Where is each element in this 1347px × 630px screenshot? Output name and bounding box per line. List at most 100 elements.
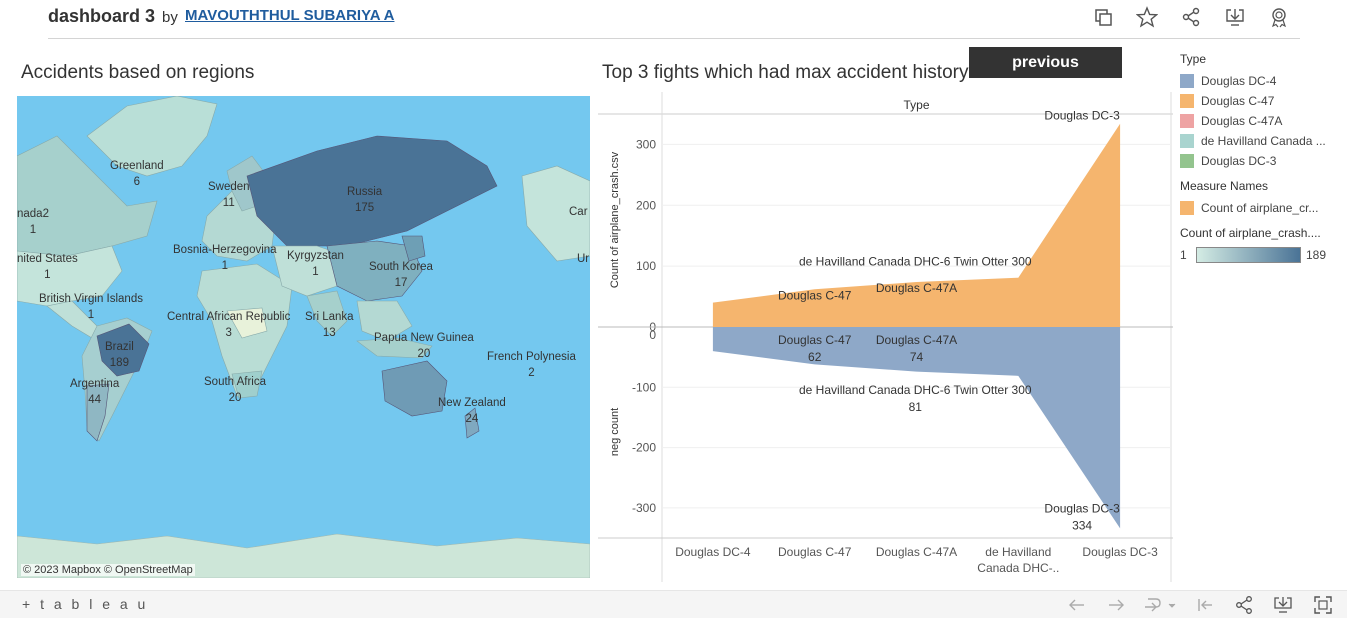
legend-swatch	[1180, 94, 1194, 108]
legend-label: de Havilland Canada ...	[1201, 134, 1326, 148]
area-series-bottom	[712, 327, 1121, 529]
y-tick-label: -300	[632, 501, 656, 515]
legend-swatch	[1180, 134, 1194, 148]
area-label: Douglas DC-3	[1044, 109, 1120, 123]
map-label: South Africa 20	[204, 376, 267, 404]
map-label: Kyrgyzstan 1	[287, 250, 344, 278]
map-label: nada2 1	[17, 208, 49, 236]
type-legend-item[interactable]: Douglas DC-3	[1180, 151, 1340, 171]
map-title: Accidents based on regions	[21, 62, 255, 83]
legend-swatch	[1180, 201, 1194, 215]
y-tick-label: 300	[636, 137, 656, 151]
map-label: Car	[569, 206, 588, 218]
copy-icon[interactable]	[1092, 6, 1114, 28]
legend-label: Count of airplane_cr...	[1201, 201, 1319, 215]
map-canvas	[17, 96, 590, 578]
measure-legend-item[interactable]: Count of airplane_cr...	[1180, 198, 1340, 218]
y-tick-label: -100	[632, 380, 656, 394]
measure-legend: Count of airplane_cr...	[1180, 198, 1340, 218]
area-value-label: 334	[1072, 518, 1092, 532]
footer-toolbar: + t a b l e a u	[0, 590, 1347, 618]
x-tick-label: Douglas C-47	[778, 545, 852, 559]
y-axis-title-bottom: neg count	[609, 408, 621, 456]
area-value-label: 81	[909, 400, 923, 414]
header-divider	[48, 38, 1300, 39]
area-label: de Havilland Canada DHC-6 Twin Otter 300	[799, 255, 1032, 269]
map-label: South Korea 17	[369, 261, 433, 289]
legend-swatch	[1180, 114, 1194, 128]
legend-label: Douglas DC-3	[1201, 154, 1277, 168]
area-chart: Type 0 100 200 300 0 -100 -200 -300 Count of airp…	[598, 92, 1173, 582]
map-label: Argentina 44	[70, 378, 120, 406]
star-icon[interactable]	[1135, 6, 1159, 28]
measure-legend-title: Measure Names	[1180, 179, 1269, 193]
footer-share-icon[interactable]	[1234, 595, 1254, 615]
map-label: Papua New Guinea 20	[374, 332, 474, 360]
map-label: Bosnia-Herzegovina 1	[173, 244, 277, 272]
area-label: Douglas DC-3	[1044, 501, 1120, 515]
dashboard-title: dashboard 3	[48, 6, 156, 26]
map-label: New Zealand 24	[438, 397, 506, 425]
map-label: Russia 175	[347, 186, 383, 214]
map-label: British Virgin Islands 1	[39, 293, 143, 321]
reset-icon[interactable]	[1195, 595, 1215, 615]
area-label: Douglas C-47	[778, 333, 852, 347]
author-link[interactable]: MAVOUTHTHUL SUBARIYA A	[185, 7, 395, 24]
share-icon[interactable]	[1180, 6, 1202, 28]
type-legend-item[interactable]: de Havilland Canada ...	[1180, 131, 1340, 151]
redo-icon[interactable]	[1106, 595, 1126, 615]
chart-title: Top 3 fights which had max accident hist…	[602, 62, 969, 83]
download-icon[interactable]	[1224, 6, 1246, 28]
type-legend: Douglas DC-4 Douglas C-47 Douglas C-47A de …	[1180, 71, 1340, 171]
column-header: Type	[903, 98, 929, 112]
map-label: Central African Republic 3	[167, 311, 291, 339]
map-credit: © 2023 Mapbox © OpenStreetMap	[21, 564, 195, 576]
x-tick-label: Douglas DC-3	[1082, 545, 1158, 559]
x-tick-label: Douglas C-47A	[876, 545, 957, 559]
x-tick-label: Canada DHC-..	[977, 561, 1059, 575]
footer-download-icon[interactable]	[1273, 595, 1293, 615]
x-tick-label: Douglas DC-4	[675, 545, 751, 559]
y-tick-label: 0	[649, 328, 656, 342]
type-legend-title: Type	[1180, 52, 1207, 66]
legend-label: Douglas DC-4	[1201, 74, 1277, 88]
map-label: Ur	[577, 253, 590, 265]
y-axis-title-top: Count of airplane_crash.csv	[609, 151, 621, 288]
area-label: Douglas C-47A	[876, 333, 957, 347]
map-label: Sweden 11	[208, 181, 250, 209]
x-tick-label: de Havilland	[985, 545, 1051, 559]
area-label: Douglas C-47	[778, 288, 852, 302]
map-label: Sri Lanka 13	[305, 311, 354, 339]
by-text: by	[162, 9, 178, 26]
map-label: nited States 1	[17, 253, 78, 281]
gradient-legend-title: Count of airplane_crash....	[1180, 226, 1321, 240]
area-series-top	[712, 123, 1121, 327]
fullscreen-icon[interactable]	[1313, 595, 1333, 615]
previous-button[interactable]: previous	[969, 47, 1122, 78]
area-label: de Havilland Canada DHC-6 Twin Otter 300	[799, 383, 1032, 397]
tableau-logo: + t a b l e a u	[22, 596, 149, 612]
region-map[interactable]: Greenland 6 Sweden 11 Russia 175 nada2 1 Car Bosn…	[17, 96, 590, 578]
area-value-label: 74	[910, 350, 924, 364]
undo-icon[interactable]	[1067, 595, 1087, 615]
legend-panel: Type Douglas DC-4 Douglas C-47 Douglas C-4…	[1180, 52, 1340, 265]
y-tick-label: 200	[636, 198, 656, 212]
map-label: Greenland 6	[110, 160, 164, 188]
type-legend-item[interactable]: Douglas DC-4	[1180, 71, 1340, 91]
type-legend-item[interactable]: Douglas C-47A	[1180, 111, 1340, 131]
type-legend-item[interactable]: Douglas C-47	[1180, 91, 1340, 111]
y-tick-label: -200	[632, 441, 656, 455]
header: dashboard 3 by MAVOUTHTHUL SUBARIYA A	[0, 0, 1347, 40]
area-value-label: 62	[808, 350, 822, 364]
area-label: Douglas C-47A	[876, 281, 957, 295]
badge-icon[interactable]	[1268, 6, 1290, 28]
revert-icon[interactable]	[1142, 595, 1178, 615]
map-label: Brazil 189	[105, 341, 134, 369]
legend-label: Douglas C-47	[1201, 94, 1275, 108]
y-tick-label: 100	[636, 259, 656, 273]
map-label: French Polynesia 2	[487, 351, 576, 379]
gradient-min: 1	[1180, 248, 1187, 262]
legend-swatch	[1180, 154, 1194, 168]
legend-label: Douglas C-47A	[1201, 114, 1283, 128]
